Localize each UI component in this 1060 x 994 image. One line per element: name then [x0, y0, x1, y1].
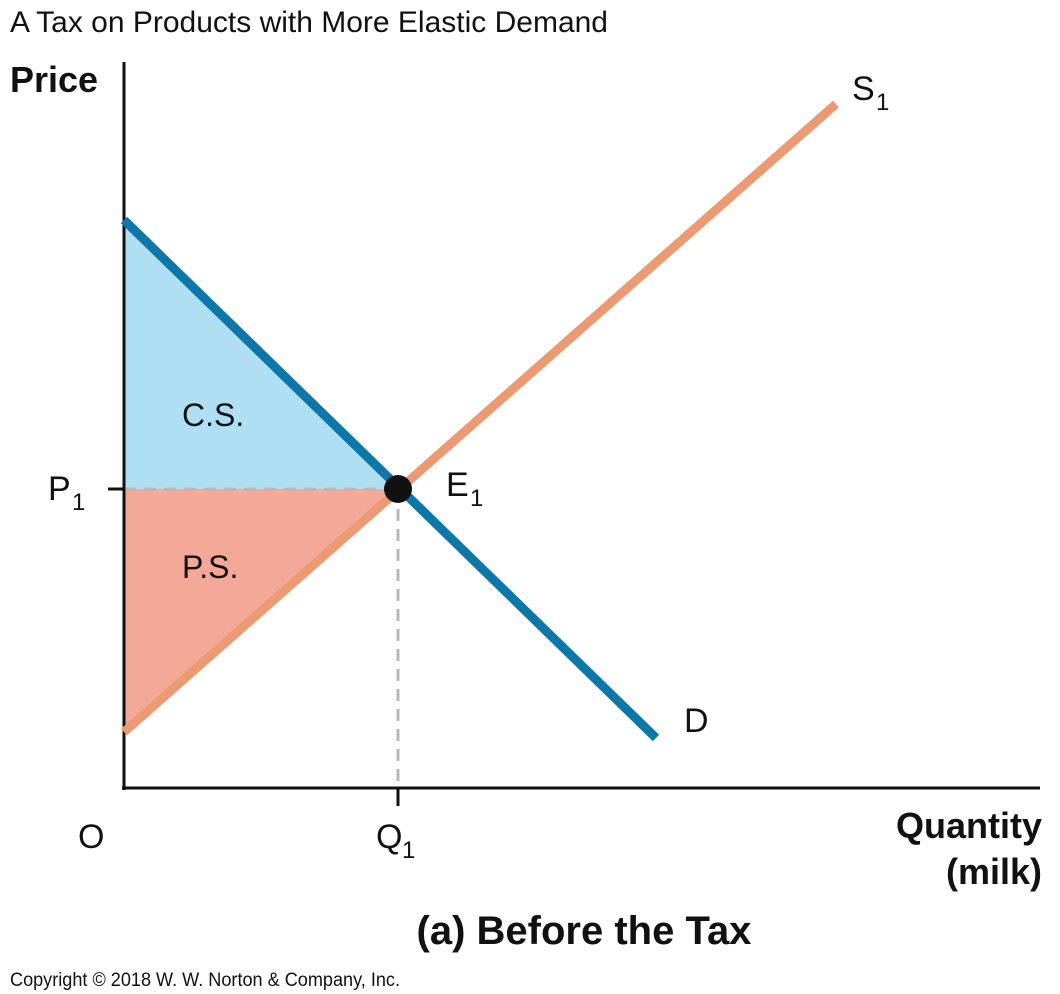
supply-label: S	[852, 70, 875, 108]
y-axis-title: Price	[10, 59, 98, 100]
copyright-notice: Copyright © 2018 W. W. Norton & Company,…	[10, 970, 400, 991]
supply-curve	[121, 100, 839, 736]
x-axis-title-line1: Quantity	[896, 805, 1042, 846]
quantity-label: Q	[376, 818, 402, 856]
equilibrium-label-subscript: 1	[470, 485, 483, 512]
panel-caption: (a) Before the Tax	[417, 909, 752, 953]
supply-label-subscript: 1	[876, 89, 889, 116]
equilibrium-point	[384, 475, 412, 503]
consumer-surplus-label: C.S.	[182, 397, 244, 433]
x-axis-title-line2: (milk)	[946, 851, 1042, 892]
quantity-label-subscript: 1	[402, 837, 415, 864]
demand-label: D	[684, 702, 709, 740]
producer-surplus-label: P.S.	[182, 549, 238, 585]
figure-title: A Tax on Products with More Elastic Dema…	[10, 6, 608, 39]
price-label-subscript: 1	[72, 489, 85, 516]
equilibrium-label: E	[446, 466, 469, 504]
price-label: P	[48, 470, 71, 508]
origin-label: O	[78, 818, 104, 856]
